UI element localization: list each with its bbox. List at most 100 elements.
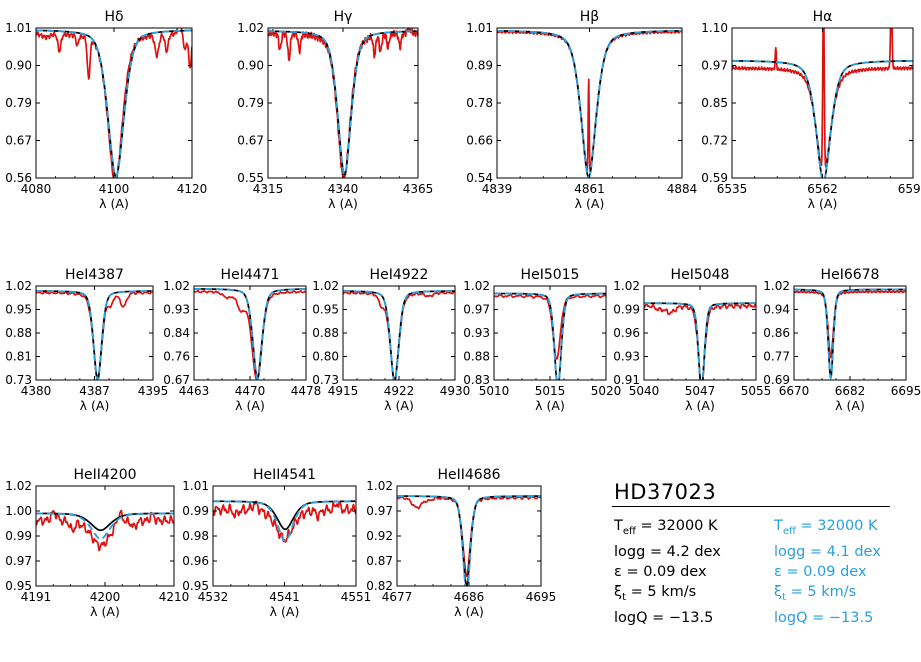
x-tick-label: 4200 bbox=[90, 590, 121, 604]
x-tick-label: 4365 bbox=[403, 182, 434, 196]
x-tick-label: 6535 bbox=[717, 182, 748, 196]
y-tick-label: 0.67 bbox=[5, 134, 32, 148]
x-tick-label: 6695 bbox=[891, 384, 921, 398]
y-tick-label: 0.87 bbox=[366, 554, 393, 568]
x-tick-label: 4387 bbox=[79, 384, 110, 398]
observed-spectrum-line bbox=[213, 500, 356, 543]
x-tick-label: 4915 bbox=[328, 384, 359, 398]
model-blue-dashed-line bbox=[36, 29, 192, 178]
teff-symbol: T bbox=[774, 518, 783, 534]
panel-9: 6670 6682 6695 0.69 0.77 0.86 0.94 1.02 HeI6678 λ… bbox=[763, 267, 921, 413]
observed-spectrum-line bbox=[732, 28, 913, 168]
x-axis-label: λ (A) bbox=[685, 398, 715, 413]
y-tick-label: 0.80 bbox=[312, 350, 339, 364]
y-tick-label: 1.02 bbox=[163, 279, 190, 293]
panel-11: 4532 4541 4551 0.95 0.96 0.98 0.99 1.01 HeII4541… bbox=[182, 467, 371, 619]
y-tick-label: 0.81 bbox=[5, 350, 32, 364]
observed-spectrum-line bbox=[194, 289, 306, 380]
y-tick-label: 1.02 bbox=[5, 279, 32, 293]
y-tick-label: 1.01 bbox=[466, 21, 493, 35]
x-tick-label: 4395 bbox=[138, 384, 169, 398]
y-tick-label: 0.85 bbox=[701, 96, 728, 110]
y-tick-label: 0.73 bbox=[312, 373, 339, 387]
y-tick-label: 0.90 bbox=[237, 59, 264, 73]
x-tick-label: 6670 bbox=[779, 384, 810, 398]
panel-5: 4463 4470 4478 0.67 0.76 0.84 0.93 1.02 HeI4471 λ… bbox=[163, 267, 321, 413]
model-black-line bbox=[343, 290, 455, 380]
y-tick-label: 0.77 bbox=[763, 350, 790, 364]
panel-10: 4191 4200 4210 0.95 0.97 0.99 1.00 1.02 HeII4200… bbox=[5, 467, 189, 619]
y-tick-label: 0.96 bbox=[182, 554, 209, 568]
observed-spectrum-line bbox=[268, 28, 418, 178]
y-tick-label: 0.55 bbox=[237, 171, 264, 185]
panel-title: HeII4541 bbox=[253, 467, 316, 483]
x-tick-label: 4463 bbox=[179, 384, 210, 398]
curves bbox=[343, 290, 455, 380]
x-axis-label: λ (A) bbox=[328, 196, 358, 211]
y-tick-label: 0.99 bbox=[5, 529, 32, 543]
y-tick-label: 0.82 bbox=[366, 579, 393, 593]
x-tick-label: 4100 bbox=[99, 182, 130, 196]
y-tick-label: 0.98 bbox=[182, 529, 209, 543]
x-tick-label: 4470 bbox=[235, 384, 266, 398]
x-tick-label: 4191 bbox=[21, 590, 52, 604]
y-tick-label: 1.01 bbox=[5, 21, 32, 35]
panel-title: Hβ bbox=[580, 9, 599, 25]
y-tick-label: 0.97 bbox=[366, 504, 393, 518]
curves bbox=[36, 290, 153, 380]
x-tick-label: 4315 bbox=[253, 182, 284, 196]
model-black-line bbox=[644, 302, 756, 380]
y-tick-label: 0.88 bbox=[5, 326, 32, 340]
logg-left: logg = 4.2 dex bbox=[614, 543, 721, 560]
x-axis-label: λ (A) bbox=[99, 196, 129, 211]
y-tick-label: 0.88 bbox=[463, 350, 490, 364]
y-tick-label: 0.88 bbox=[312, 326, 339, 340]
y-tick-label: 0.59 bbox=[701, 171, 728, 185]
panel-title: Hα bbox=[813, 9, 833, 25]
y-tick-label: 1.02 bbox=[763, 279, 790, 293]
y-tick-label: 0.95 bbox=[5, 579, 32, 593]
panel-title: HeI5048 bbox=[671, 267, 730, 283]
curves bbox=[36, 509, 174, 552]
panel-title: HeI4922 bbox=[370, 267, 429, 283]
y-tick-label: 0.92 bbox=[366, 529, 393, 543]
model-blue-dashed-line bbox=[494, 292, 606, 380]
curves bbox=[497, 29, 682, 178]
x-tick-label: 4839 bbox=[482, 182, 513, 196]
x-tick-label: 4080 bbox=[21, 182, 52, 196]
y-tick-label: 0.86 bbox=[763, 326, 790, 340]
x-tick-label: 4677 bbox=[382, 590, 413, 604]
teff-subscript: eff bbox=[782, 525, 796, 537]
x-tick-label: 6682 bbox=[835, 384, 866, 398]
curves bbox=[794, 288, 906, 380]
model-blue-dashed-line bbox=[794, 288, 906, 380]
logq-right: logQ = −13.5 bbox=[774, 609, 874, 626]
xi-subscript: t bbox=[622, 591, 627, 603]
axes-frame bbox=[493, 285, 607, 381]
teff-subscript: eff bbox=[622, 525, 636, 537]
panel-title: HeI5015 bbox=[521, 267, 580, 283]
model-blue-dashed-line bbox=[397, 495, 541, 586]
x-tick-label: 5055 bbox=[741, 384, 772, 398]
y-tick-label: 0.54 bbox=[466, 171, 493, 185]
y-tick-label: 0.93 bbox=[163, 303, 190, 317]
model-black-line bbox=[397, 495, 541, 586]
x-axis-label: λ (A) bbox=[384, 398, 414, 413]
x-tick-label: 4340 bbox=[328, 182, 359, 196]
panel-title: Hγ bbox=[334, 9, 353, 25]
y-tick-label: 0.97 bbox=[701, 59, 728, 73]
x-tick-label: 4210 bbox=[159, 590, 190, 604]
y-tick-label: 0.89 bbox=[466, 59, 493, 73]
observed-spectrum-line bbox=[36, 28, 192, 178]
y-tick-label: 0.93 bbox=[613, 350, 640, 364]
model-black-line bbox=[36, 290, 153, 380]
y-tick-label: 0.76 bbox=[163, 350, 190, 364]
y-tick-label: 1.10 bbox=[701, 21, 728, 35]
y-tick-label: 0.97 bbox=[463, 303, 490, 317]
panel-title: HeI4387 bbox=[65, 267, 124, 283]
y-tick-label: 0.79 bbox=[237, 96, 264, 110]
y-tick-label: 0.83 bbox=[463, 373, 490, 387]
